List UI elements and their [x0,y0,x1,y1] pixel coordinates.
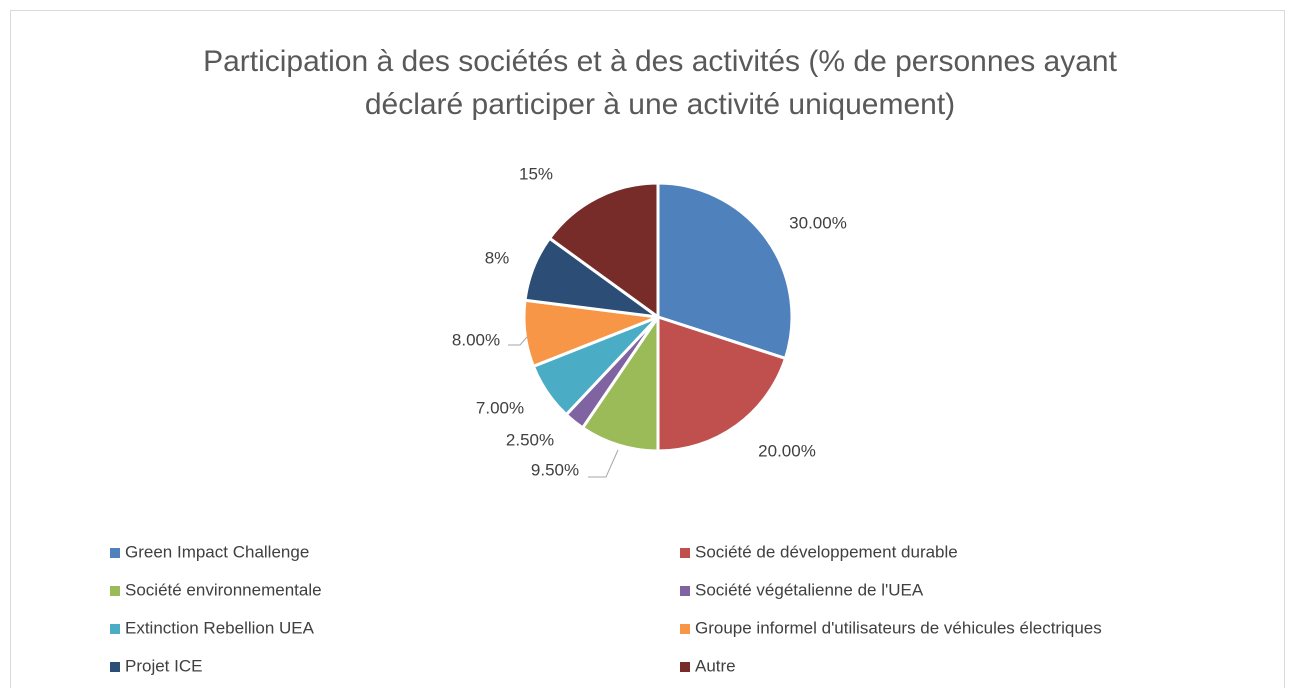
legend-swatch [680,548,690,558]
legend-swatch [110,662,120,672]
chart-title: déclaré participer à une activité unique… [365,88,955,121]
legend-label: Extinction Rebellion UEA [125,618,315,637]
data-label: 9.50% [531,460,579,479]
legend-swatch [680,662,690,672]
legend-swatch [680,624,690,634]
legend-swatch [110,624,120,634]
legend-label: Projet ICE [125,656,202,675]
data-label: 8.00% [452,330,500,349]
pie-slice [547,181,660,320]
legend-label: Société environnementale [125,580,322,599]
legend-label: Société végétalienne de l'UEA [695,580,924,599]
legend-swatch [110,586,120,596]
legend-label: Green Impact Challenge [125,542,309,561]
leader-line [588,449,619,478]
data-label: 7.00% [476,398,524,417]
legend-swatch [110,548,120,558]
pie-slice [656,181,794,361]
legend-label: Société de développement durable [695,542,958,561]
data-label: 20.00% [758,441,816,460]
data-label: 15% [519,164,553,183]
leader-line [508,336,528,346]
chart-title: Participation à des sociétés et à des ac… [203,45,1118,78]
data-label: 8% [485,248,510,267]
pie-slice [580,312,660,453]
data-label: 30.00% [789,213,847,232]
legend-swatch [680,586,690,596]
legend-label: Autre [695,656,736,675]
legend-label: Groupe informel d'utilisateurs de véhicu… [695,618,1102,637]
data-label: 2.50% [506,430,554,449]
pie-slice [656,314,788,453]
